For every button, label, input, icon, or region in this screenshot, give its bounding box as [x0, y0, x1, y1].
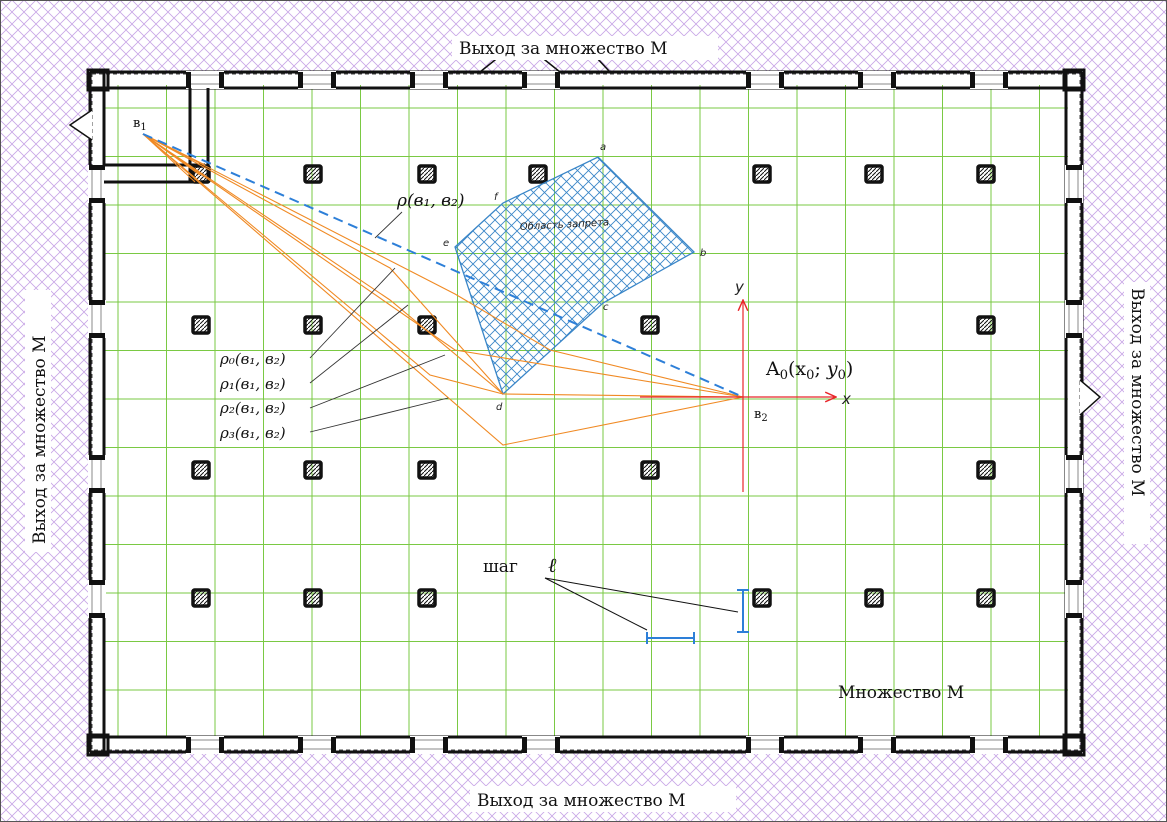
- step-label: шаг: [483, 557, 518, 577]
- route-rho-extra-a: [142, 133, 504, 395]
- vertex-f-label: f: [494, 192, 499, 203]
- point-b1-label: в1: [133, 116, 147, 133]
- set-m-label: Множество М: [838, 683, 964, 703]
- origin-label: A0(x0; y0): [765, 358, 853, 383]
- route-rho-extra-b: [142, 133, 504, 395]
- rho1-label: ρ₁(в₁, в₂): [219, 375, 286, 393]
- column: [191, 315, 211, 335]
- column: [640, 460, 660, 480]
- rho-main-label: ρ(в₁, в₂): [396, 191, 465, 211]
- vertex-d-label: d: [496, 402, 503, 413]
- column: [528, 164, 548, 184]
- point-b2-label: в2: [754, 407, 768, 424]
- x-axis-label: x: [841, 390, 851, 408]
- coordinate-axes: [640, 300, 836, 492]
- exit-label-right: Выход за множество М: [1127, 288, 1147, 497]
- grid-lines: [105, 85, 1068, 738]
- route-rho2: [142, 133, 744, 398]
- column: [752, 588, 772, 608]
- column: [752, 164, 772, 184]
- vertex-a-label: a: [600, 142, 606, 153]
- route-rho1: [142, 133, 744, 398]
- column: [303, 315, 323, 335]
- column: [864, 588, 884, 608]
- column: [303, 460, 323, 480]
- exit-label-left: Выход за множество М: [30, 335, 50, 544]
- column: [303, 588, 323, 608]
- forbidden-zone-label: Область запрета: [520, 216, 610, 233]
- rho3-label: ρ₃(в₁, в₂): [219, 424, 286, 442]
- route-rho3: [142, 133, 744, 446]
- building-walls: [68, 39, 1102, 757]
- column: [417, 460, 437, 480]
- exit-label-top: Выход за множество М: [459, 39, 668, 59]
- column: [191, 460, 211, 480]
- column: [640, 315, 660, 335]
- column: [303, 164, 323, 184]
- column: [976, 315, 996, 335]
- route-rho0: [142, 133, 744, 398]
- column: [417, 164, 437, 184]
- vertex-c-label: c: [603, 302, 609, 313]
- y-axis-label: y: [734, 278, 745, 296]
- step-symbol: ℓ: [548, 553, 557, 577]
- column: [976, 460, 996, 480]
- vertex-e-label: e: [443, 238, 449, 249]
- rho2-label: ρ₂(в₁, в₂): [219, 399, 286, 417]
- column: [976, 164, 996, 184]
- candidate-routes: [142, 133, 744, 446]
- column: [191, 588, 211, 608]
- rho0-label: ρ₀(в₁, в₂): [219, 350, 286, 368]
- rho-leaders: [309, 211, 449, 433]
- column: [976, 588, 996, 608]
- exit-label-bottom: Выход за множество М: [477, 791, 686, 811]
- step-indicator: [544, 577, 749, 644]
- column: [417, 588, 437, 608]
- column: [864, 164, 884, 184]
- vertex-b-label: b: [700, 248, 706, 259]
- direct-path: [142, 133, 744, 398]
